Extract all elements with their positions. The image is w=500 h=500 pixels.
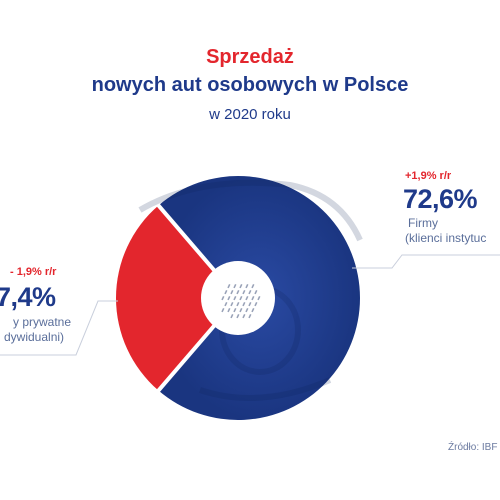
- left-desc-line1: y prywatne: [13, 315, 72, 329]
- map-dot: [245, 307, 249, 313]
- map-dot: [230, 314, 234, 319]
- left-desc-line2: dywidualni): [4, 330, 65, 344]
- map-dot: [248, 302, 252, 307]
- map-dot: [227, 296, 231, 301]
- map-dot: [251, 308, 255, 313]
- right-desc-line2: (klienci instytuc: [405, 231, 487, 245]
- map-dot: [248, 290, 252, 295]
- chart-title-line1: Sprzedaż: [206, 46, 294, 68]
- map-dot: [251, 296, 255, 301]
- map-dot: [242, 301, 246, 307]
- map-dot: [239, 295, 243, 301]
- source-note: Źródło: IBF: [448, 442, 498, 453]
- map-dot: [245, 295, 249, 301]
- map-dot: [242, 314, 246, 319]
- right-percent-label: 72,6%: [403, 184, 478, 214]
- map-dot: [245, 284, 249, 289]
- poland-map-icon: [221, 284, 261, 319]
- map-dot: [227, 308, 231, 313]
- left-percent-label: 7,4%: [0, 282, 56, 312]
- right-leader-line: [352, 254, 500, 269]
- map-dot: [254, 301, 258, 307]
- map-dot: [236, 302, 240, 307]
- left-change-label: - 1,9% r/r: [10, 266, 57, 278]
- map-dot: [224, 290, 228, 295]
- map-dot: [239, 307, 243, 313]
- map-dot: [254, 290, 258, 295]
- map-dot: [221, 307, 225, 313]
- map-dot: [242, 290, 246, 295]
- map-dot: [233, 308, 237, 313]
- map-dot: [233, 296, 237, 301]
- map-dot: [221, 295, 225, 301]
- map-dot: [239, 284, 243, 289]
- right-change-label: +1,9% r/r: [405, 170, 452, 182]
- map-dot: [257, 296, 261, 301]
- map-dot: [224, 302, 228, 307]
- map-dot: [236, 290, 240, 295]
- pie-slice-private: [116, 205, 238, 391]
- map-dot: [248, 314, 252, 319]
- map-dot: [227, 284, 231, 289]
- map-dot: [233, 284, 237, 289]
- map-dot: [230, 301, 234, 307]
- chart-subtitle: w 2020 roku: [209, 106, 291, 123]
- right-desc-line1: Firmy: [408, 216, 438, 230]
- map-dot: [236, 314, 240, 319]
- donut-hole: [201, 261, 275, 335]
- map-dot: [230, 290, 234, 295]
- chart-title-line2: nowych aut osobowych w Polsce: [91, 74, 409, 96]
- left-leader-line: [0, 300, 118, 356]
- map-dot: [251, 284, 255, 289]
